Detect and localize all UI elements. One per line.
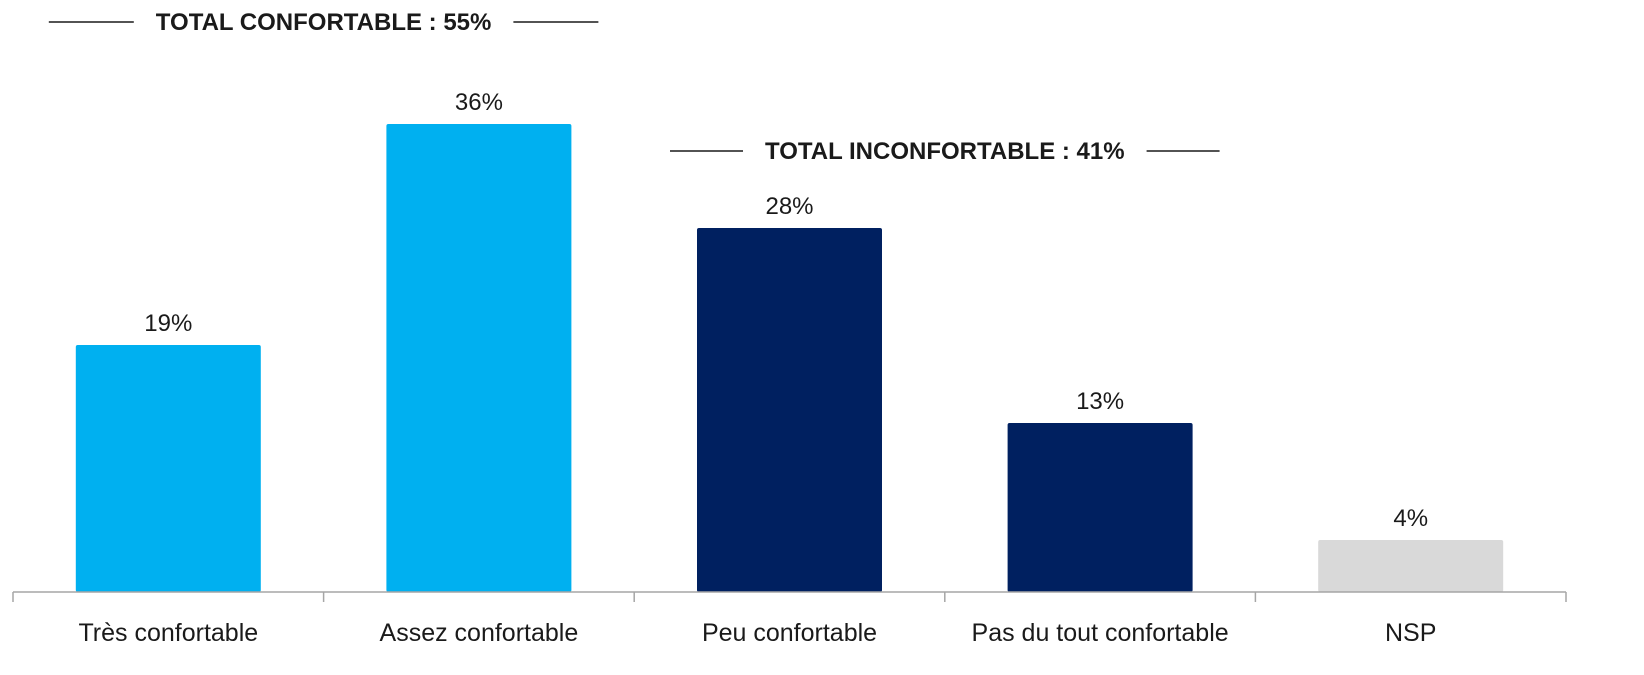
x-tick-label-2: Peu confortable	[702, 619, 877, 647]
bar-4	[1318, 540, 1504, 592]
x-tick-label-1: Assez confortable	[380, 619, 579, 647]
group-annotation-0: TOTAL CONFORTABLE : 55%	[156, 9, 492, 36]
bars	[75, 124, 1504, 592]
x-tick-label-0: Très confortable	[78, 619, 258, 647]
x-tick-labels: Très confortable Assez confortable Peu con…	[78, 619, 1436, 647]
value-label-0: 19%	[144, 310, 192, 337]
x-axis	[12, 591, 1567, 602]
value-label-4: 4%	[1393, 505, 1428, 532]
value-label-1: 36%	[455, 89, 503, 116]
bar-1	[386, 124, 572, 592]
value-labels: 19% 36% 28% 13% 4%	[144, 89, 1428, 532]
group-annotation-1: TOTAL INCONFORTABLE : 41%	[765, 138, 1125, 165]
bar-3	[1007, 423, 1193, 592]
bar-2	[697, 228, 882, 592]
group-annotations: TOTAL CONFORTABLE : 55% TOTAL INCONFORTAB…	[48, 9, 1220, 165]
x-tick-label-4: NSP	[1385, 619, 1436, 647]
value-label-2: 28%	[765, 193, 813, 220]
x-tick-label-3: Pas du tout confortable	[972, 619, 1229, 647]
bar-0	[75, 345, 261, 592]
value-label-3: 13%	[1076, 388, 1124, 415]
